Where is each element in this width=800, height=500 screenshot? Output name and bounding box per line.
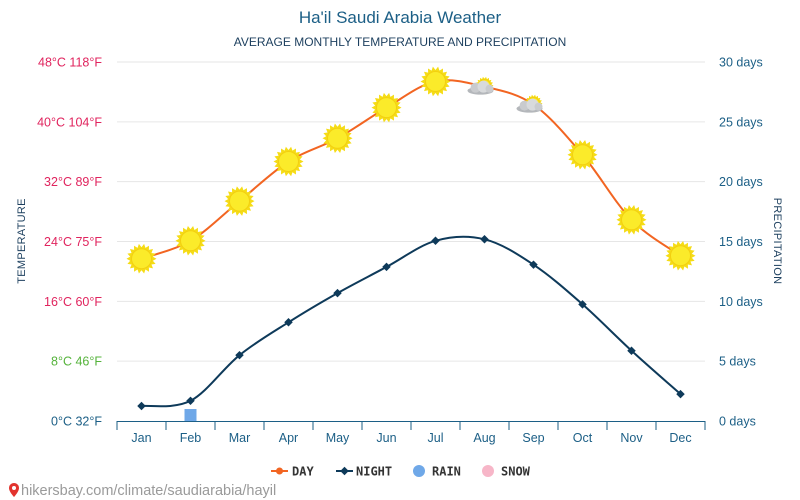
x-tick-label-sep: Sep bbox=[522, 431, 544, 445]
x-tick-label-may: May bbox=[326, 431, 350, 445]
rain-series bbox=[184, 409, 197, 422]
cloud-puff bbox=[534, 102, 543, 111]
legend-rain-label: RAIN bbox=[432, 465, 461, 479]
night-point-nov bbox=[627, 346, 636, 355]
night-point-apr bbox=[284, 318, 293, 327]
gridlines bbox=[117, 61, 705, 362]
y2-tick-label-0: 0 days bbox=[719, 415, 756, 429]
night-line bbox=[141, 235, 682, 408]
day-point-jun bbox=[371, 92, 402, 123]
day-point-may bbox=[322, 123, 353, 154]
day-point-aug bbox=[467, 76, 494, 95]
legend-day-marker bbox=[276, 467, 283, 475]
legend-snow-marker bbox=[482, 465, 494, 477]
night-point-jun bbox=[382, 262, 391, 272]
y-tick-label-6: 48°C 118°F bbox=[38, 56, 102, 70]
x-tick-label-jun: Jun bbox=[376, 431, 396, 445]
y2-tick-label-3: 15 days bbox=[719, 235, 763, 249]
day-point-dec bbox=[665, 240, 696, 271]
location-pin-icon bbox=[9, 483, 19, 497]
night-point-jan bbox=[137, 401, 146, 411]
sun-core bbox=[327, 127, 348, 149]
night-point-oct bbox=[578, 300, 587, 309]
day-point-nov bbox=[616, 205, 647, 235]
cloud-puff bbox=[485, 84, 494, 93]
night-point-dec bbox=[676, 389, 685, 399]
x-tick-label-aug: Aug bbox=[473, 431, 495, 445]
legend-item-day[interactable]: DAY bbox=[271, 465, 314, 479]
day-point-mar bbox=[224, 186, 255, 216]
legend-night-marker bbox=[340, 466, 349, 476]
y-axis-label: TEMPERATURE bbox=[16, 198, 28, 284]
legend-day-label: DAY bbox=[292, 465, 314, 479]
sun-core bbox=[131, 248, 152, 270]
day-point-apr bbox=[273, 146, 304, 177]
left-axis-ticks: 0°C 32°F 8°C 46°F 16°C 60°F 24°C 75°F 32°C 8… bbox=[37, 56, 102, 429]
chart-title: Ha'il Saudi Arabia Weather bbox=[299, 8, 502, 27]
y2-tick-label-2: 10 days bbox=[719, 295, 763, 309]
legend-item-night[interactable]: NIGHT bbox=[336, 465, 392, 479]
night-series bbox=[137, 235, 685, 411]
day-point-feb bbox=[175, 225, 206, 256]
legend-item-snow[interactable]: SNOW bbox=[482, 465, 531, 479]
day-line bbox=[141, 79, 682, 260]
sun-core bbox=[572, 144, 593, 166]
x-tick-label-jul: Jul bbox=[428, 431, 444, 445]
sun-core bbox=[621, 209, 642, 231]
x-tick-label-nov: Nov bbox=[620, 431, 643, 445]
y-tick-label-3: 24°C 75°F bbox=[44, 235, 102, 249]
night-point-may bbox=[333, 288, 342, 298]
sun-core bbox=[229, 190, 250, 212]
y2-tick-label-1: 5 days bbox=[719, 355, 756, 369]
x-axis: Jan Feb Mar Apr May Jun Jul Aug Sep Oct Nov Dec bbox=[116, 421, 706, 445]
legend-item-rain[interactable]: RAIN bbox=[413, 465, 461, 479]
x-tick-label-apr: Apr bbox=[279, 431, 298, 445]
y2-tick-label-4: 20 days bbox=[719, 175, 763, 189]
rain-marker-feb bbox=[184, 409, 197, 422]
day-point-jul bbox=[420, 66, 451, 97]
legend: DAY NIGHT RAIN SNOW bbox=[271, 465, 531, 479]
y-tick-label-1: 8°C 46°F bbox=[51, 355, 102, 369]
y2-tick-label-6: 30 days bbox=[719, 56, 763, 70]
source-link[interactable]: hikersbay.com/climate/saudiarabia/hayil bbox=[9, 483, 276, 499]
x-tick-label-oct: Oct bbox=[573, 431, 593, 445]
night-point-mar bbox=[235, 350, 244, 360]
y-tick-label-4: 32°C 89°F bbox=[44, 175, 102, 189]
legend-snow-label: SNOW bbox=[501, 465, 531, 479]
day-point-oct bbox=[567, 139, 598, 170]
x-tick-label-feb: Feb bbox=[180, 431, 202, 445]
sun-core bbox=[278, 150, 299, 172]
weather-icons bbox=[126, 66, 696, 274]
sun-core bbox=[180, 230, 201, 252]
y2-tick-label-5: 25 days bbox=[719, 115, 763, 129]
night-point-feb bbox=[186, 396, 195, 406]
y-tick-label-2: 16°C 60°F bbox=[44, 295, 102, 309]
day-point-jan bbox=[126, 243, 157, 274]
legend-rain-marker bbox=[413, 465, 425, 477]
sun-core bbox=[670, 245, 691, 267]
night-point-jul bbox=[431, 236, 440, 245]
x-tick-label-mar: Mar bbox=[229, 431, 251, 445]
sun-core bbox=[425, 70, 446, 92]
night-point-sep bbox=[529, 260, 538, 269]
legend-night-label: NIGHT bbox=[356, 465, 392, 479]
x-tick-label-jan: Jan bbox=[131, 431, 151, 445]
sun-core bbox=[376, 97, 397, 119]
day-series bbox=[141, 79, 682, 260]
y-tick-label-0: 0°C 32°F bbox=[51, 415, 102, 429]
day-point-sep bbox=[516, 94, 543, 113]
y2-axis-label: PRECIPITATION bbox=[771, 198, 783, 285]
chart-subtitle: AVERAGE MONTHLY TEMPERATURE AND PRECIPIT… bbox=[234, 35, 567, 49]
source-url[interactable]: hikersbay.com/climate/saudiarabia/hayil bbox=[21, 483, 276, 499]
y-tick-label-5: 40°C 104°F bbox=[37, 115, 102, 129]
right-axis-ticks: 0 days 5 days 10 days 15 days 20 days 25 days… bbox=[719, 56, 763, 429]
x-tick-label-dec: Dec bbox=[669, 431, 691, 445]
night-point-aug bbox=[480, 235, 489, 244]
